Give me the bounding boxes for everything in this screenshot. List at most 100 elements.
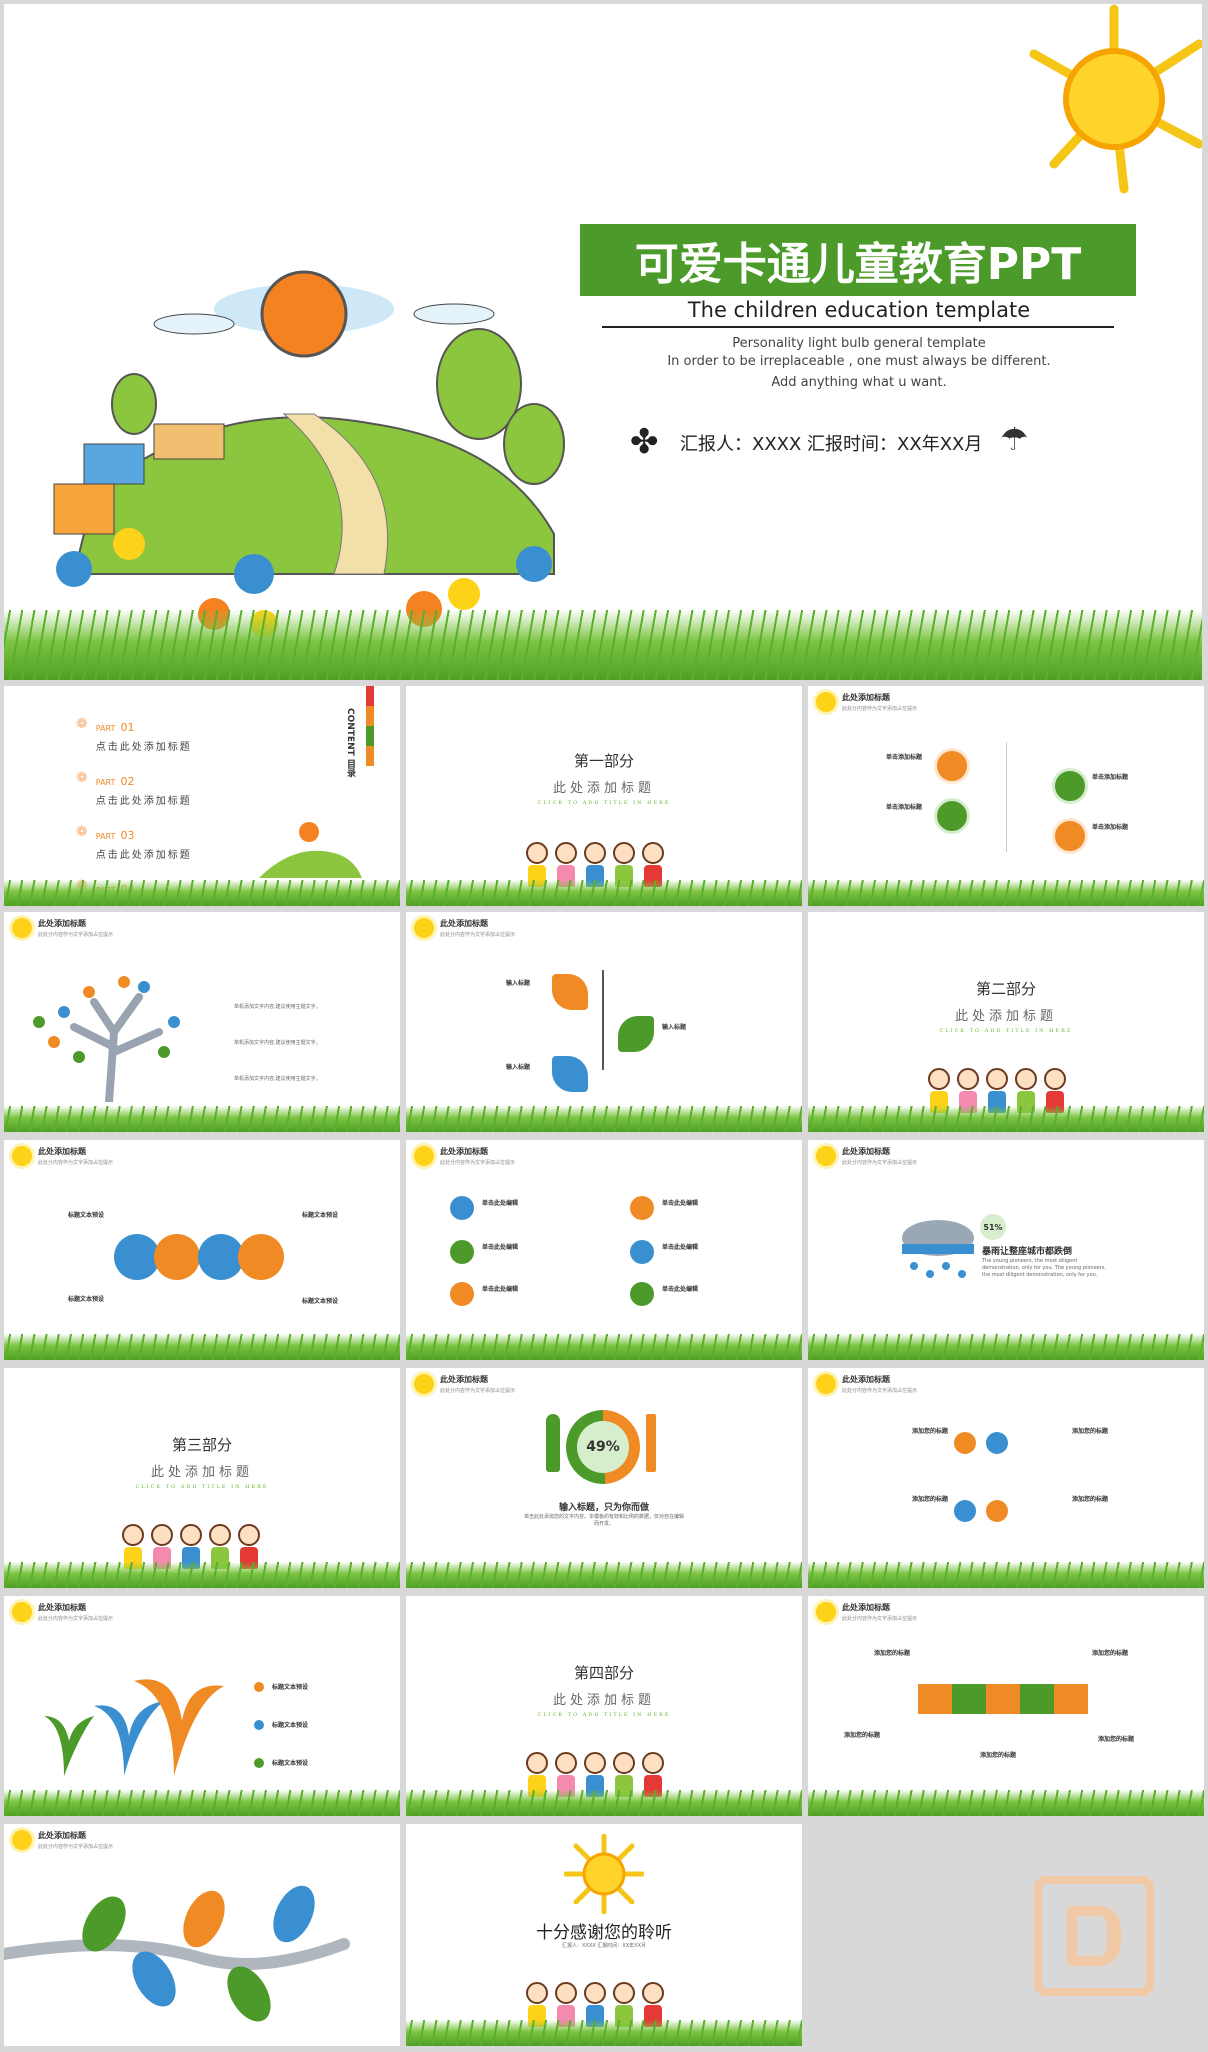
slide-rain[interactable]: 此处添加标题 此处分内容作为文字添加占位提示 51% 暴雨让整座城市都跌倒 The… — [808, 1140, 1204, 1360]
slide-food-donut[interactable]: 此处添加标题 此处分内容作为文字添加占位提示 49% 输入标题，只为你而做 单击此… — [406, 1368, 802, 1588]
cover-desc-3: Add anything what u want. — [771, 375, 947, 390]
center-line — [602, 970, 604, 1070]
donut-value: 49% — [586, 1439, 620, 1455]
item-title: 添加您的标题 — [874, 1650, 911, 1657]
mini-hill-illustration — [259, 822, 362, 878]
section-title: 第二部分 — [975, 980, 1036, 998]
slide-header-title: 此处添加标题 — [440, 1147, 488, 1156]
slide-header-sub: 此处分内容作为文字添加占位提示 — [842, 1616, 918, 1622]
section-en: CLICK TO ADD TITLE IN HERE — [537, 800, 671, 806]
slide-arrows[interactable]: 此处添加标题此处分内容作为文字添加占位提示 添加您的标题 添加您的标题 添加您的… — [808, 1368, 1204, 1588]
grass-border — [4, 1334, 400, 1360]
item-title: 单击此处编辑 — [662, 1286, 699, 1293]
grass-border — [808, 1790, 1204, 1816]
grass-border — [808, 1106, 1204, 1132]
item-title: 添加您的标题 — [1072, 1496, 1109, 1503]
graduation-icon — [1052, 768, 1088, 804]
slide-header-title: 此处添加标题 — [38, 1147, 86, 1156]
section-title: 第四部分 — [573, 1664, 634, 1682]
toc-part-text: 点击此处添加标题 — [95, 850, 192, 861]
toc-part-label: PART — [95, 832, 116, 841]
cover-subtitle: The children education template — [687, 298, 1031, 322]
slide-header-sub: 此处分内容作为文字添加占位提示 — [38, 1616, 114, 1622]
section-subtitle: 此处添加标题 — [954, 1009, 1057, 1024]
slide-thanks[interactable]: 十分感谢您的聆听 汇报人：XXXX 汇报时间：XX年XX月 — [406, 1824, 802, 2046]
toc-part-num: 01 — [120, 721, 135, 734]
section-en: CLICK TO ADD TITLE IN HERE — [537, 1712, 671, 1718]
grass-border — [808, 1334, 1204, 1360]
sun-icon — [816, 1374, 836, 1394]
puzzle-piece — [1054, 1684, 1088, 1714]
item-title: 输入标题 — [506, 1064, 531, 1071]
kids-illustration — [524, 1982, 666, 2028]
watermark-logo — [1034, 1876, 1154, 1996]
item-title: 添加您的标题 — [980, 1752, 1017, 1759]
item-title: 标题文本预设 — [68, 1296, 105, 1303]
sun-icon — [12, 1602, 32, 1622]
slide-icon-list[interactable]: 此处添加标题此处分内容作为文字添加占位提示 单击此处编辑 单击此处编辑 单击此处… — [406, 1140, 802, 1360]
item-title: 单击添加标题 — [886, 754, 923, 761]
chart-icon — [986, 1432, 1008, 1454]
grass-border — [406, 1790, 802, 1816]
tree-illustration — [33, 976, 180, 1102]
toc-item[interactable]: ❁ PART 02 点击此处添加标题 — [76, 770, 192, 808]
toc-item[interactable]: ❁ PART 03 点击此处添加标题 — [76, 824, 192, 862]
rain-title: 暴雨让整座城市都跌倒 — [982, 1247, 1073, 1257]
item-title: 输入标题 — [506, 980, 531, 987]
sun-icon — [564, 1834, 644, 1914]
item-title: 添加您的标题 — [1092, 1650, 1129, 1657]
legend-dot — [254, 1758, 264, 1768]
toc-part-num: 03 — [120, 829, 135, 842]
item-title: 标题文本预设 — [272, 1760, 309, 1767]
cover-slide[interactable]: 可爱卡通儿童教育PPT The children education templ… — [4, 4, 1202, 680]
item-title: 标题文本预设 — [302, 1298, 339, 1305]
puzzle-row — [918, 1684, 1088, 1714]
book-icon — [1052, 818, 1088, 854]
rain-cloud-icon — [902, 1220, 974, 1278]
slide-section-1[interactable]: 第一部分 此处添加标题 CLICK TO ADD TITLE IN HERE — [406, 686, 802, 906]
shirt-icon — [450, 1282, 474, 1306]
slide-section-3[interactable]: 第三部分 此处添加标题 CLICK TO ADD TITLE IN HERE — [4, 1368, 400, 1588]
slide-header-sub: 此处分内容作为文字添加占位提示 — [440, 932, 516, 938]
cover-desc-1: Personality light bulb general template — [732, 336, 986, 351]
watermark-p-icon — [1067, 1906, 1121, 1966]
slide-sprouts[interactable]: 此处添加标题 此处分内容作为文字添加占位提示 标题文本预设 标题文本预设 标题文本… — [4, 1596, 400, 1816]
slide-process-circles[interactable]: 此处添加标题 此处分内容作为文字添加占位提示 标题文本预设 标题文本预设 标题文本… — [4, 1140, 400, 1360]
item-title: 单击添加标题 — [886, 804, 923, 811]
toc-item[interactable]: ❁ PART 01 点击此处添加标题 — [76, 716, 192, 754]
grass-border — [406, 1562, 802, 1588]
slide-timeline-branch[interactable]: 此处添加标题 此处分内容作为文字添加占位提示 单击添加标题 单击添加标题 单击添加… — [808, 686, 1204, 906]
grass-border — [406, 1106, 802, 1132]
toc-part-label: PART — [95, 724, 116, 733]
slide-branch-leaves[interactable]: 此处添加标题 此处分内容作为文字添加占位提示 — [4, 1824, 400, 2046]
slide-section-4[interactable]: 第四部分 此处添加标题 CLICK TO ADD TITLE IN HERE — [406, 1596, 802, 1816]
item-title: 添加您的标题 — [912, 1496, 949, 1503]
item-title: 标题文本预设 — [272, 1684, 309, 1691]
item-text: 单机添加文字内容,建议使用主题文字。 — [234, 1076, 321, 1082]
sprouts-illustration — [44, 1679, 224, 1776]
percent-value: 51% — [983, 1222, 1003, 1232]
grass-border — [406, 2020, 802, 2046]
slide-puzzle[interactable]: 此处添加标题 此处分内容作为文字添加占位提示 添加您的标题 添加您的标题 添加您的… — [808, 1596, 1204, 1816]
grass-border — [4, 1790, 400, 1816]
item-title: 单击此处编辑 — [482, 1244, 519, 1251]
item-title: 单击此处编辑 — [482, 1286, 519, 1293]
thanks-sub: 汇报人：XXXX 汇报时间：XX年XX月 — [562, 1943, 646, 1949]
legend-dot — [254, 1682, 264, 1692]
slide-section-2[interactable]: 第二部分 此处添加标题 CLICK TO ADD TITLE IN HERE — [808, 912, 1204, 1132]
item-title: 单击此处编辑 — [662, 1244, 699, 1251]
toc-color-bar — [366, 686, 374, 766]
star-icon — [630, 1240, 654, 1264]
slide-toc[interactable]: ❁ PART 01 点击此处添加标题 ❁ PART 02 点击此处添加标题 ❁ PA… — [4, 686, 400, 906]
slide-header-sub: 此处分内容作为文字添加占位提示 — [842, 1388, 918, 1394]
item-title: 添加您的标题 — [912, 1428, 949, 1435]
spoon-icon — [546, 1414, 560, 1472]
slide-tree[interactable]: 此处添加标题 此处分内容作为文字添加占位提示 单机添加文字内容,建议使用主题文字。… — [4, 912, 400, 1132]
slide-header-title: 此处添加标题 — [38, 1603, 86, 1612]
slide-header-sub: 此处分内容作为文字添加占位提示 — [440, 1160, 516, 1166]
slide-header-sub: 此处分内容作为文字添加占位提示 — [842, 706, 918, 712]
slide-input-blocks[interactable]: 此处添加标题 此处分内容作为文字添加占位提示 输入标题 输入标题 输入标题 — [406, 912, 802, 1132]
slide-header-title: 此处添加标题 — [842, 1375, 890, 1384]
item-text: 单机添加文字内容,建议使用主题文字。 — [234, 1004, 321, 1010]
item-title: 标题文本预设 — [68, 1212, 105, 1219]
